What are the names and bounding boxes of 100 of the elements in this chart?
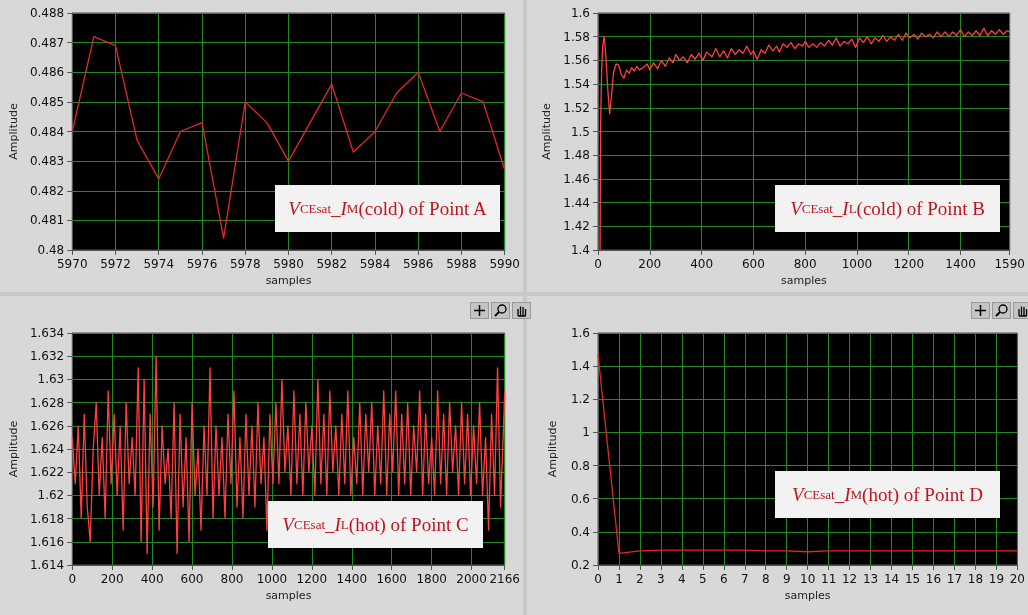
x-tick-label: 1000 xyxy=(256,572,288,586)
y-tick-label: 1.48 xyxy=(563,148,590,163)
y-tick-label: 0.4 xyxy=(570,524,590,539)
x-tick-label: 5976 xyxy=(186,257,218,271)
x-tick-label: 13 xyxy=(862,572,879,586)
x-tick-label: 600 xyxy=(741,257,765,271)
y-tick-label: 0.483 xyxy=(29,154,65,169)
y-tick-label: 0.2 xyxy=(570,558,590,572)
x-tick-label: 600 xyxy=(180,572,204,586)
x-tick-label: 5986 xyxy=(402,257,434,271)
y-tick-label: 1.56 xyxy=(563,53,590,68)
y-axis-title: Amplitude xyxy=(7,103,20,160)
x-tick-label: 18 xyxy=(967,572,984,586)
x-tick-label: 400 xyxy=(690,257,714,271)
x-tick-label: 4 xyxy=(678,572,686,586)
x-tick-label: 0 xyxy=(594,572,602,586)
x-tick-label: 5972 xyxy=(100,257,131,271)
y-tick-label: 1.622 xyxy=(29,465,65,480)
x-tick-label: 400 xyxy=(140,572,164,586)
y-tick-label: 0.487 xyxy=(29,35,65,50)
x-tick-label: 14 xyxy=(883,572,900,586)
y-tick-label: 1 xyxy=(582,425,590,440)
x-tick-label: 800 xyxy=(793,257,817,271)
y-tick-label: 1.5 xyxy=(570,124,590,139)
x-tick-label: 1600 xyxy=(376,572,407,586)
y-tick-label: 1.4 xyxy=(570,243,590,257)
y-tick-label: 1.4 xyxy=(570,359,590,374)
x-tick-label: 0 xyxy=(68,572,77,586)
x-tick-label: 11 xyxy=(821,572,837,586)
y-tick-label: 1.614 xyxy=(29,558,65,572)
x-tick-label: 1400 xyxy=(336,572,368,586)
line-series xyxy=(71,36,506,239)
y-tick-label: 1.6 xyxy=(570,326,590,340)
line-series xyxy=(597,353,1019,555)
x-tick-label: 5970 xyxy=(56,257,88,271)
y-tick-label: 1.54 xyxy=(563,77,590,92)
y-axis-title: Amplitude xyxy=(7,420,20,478)
x-tick-label: 200 xyxy=(638,257,662,271)
x-tick-label: 10 xyxy=(800,572,816,586)
x-tick-label: 7 xyxy=(740,572,749,586)
y-tick-label: 0.6 xyxy=(570,491,590,506)
x-tick-label: 5974 xyxy=(143,257,175,271)
x-tick-label: 800 xyxy=(220,572,244,586)
y-tick-label: 1.618 xyxy=(29,511,65,526)
y-tick-label: 1.2 xyxy=(570,392,590,407)
y-tick-label: 1.46 xyxy=(563,171,590,186)
y-tick-label: 0.485 xyxy=(29,94,65,109)
y-tick-label: 0.484 xyxy=(29,124,65,139)
x-tick-label: 1200 xyxy=(893,257,925,271)
y-tick-label: 1.44 xyxy=(563,195,590,210)
x-tick-label: 5 xyxy=(699,572,707,586)
x-tick-label: 20 xyxy=(1009,572,1026,586)
y-axis-title: Amplitude xyxy=(546,420,559,478)
x-tick-label: 5980 xyxy=(273,257,304,271)
y-tick-label: 1.632 xyxy=(29,349,65,364)
y-tick-label: 1.62 xyxy=(37,488,65,503)
y-tick-label: 1.58 xyxy=(563,29,590,44)
x-axis-title: samples xyxy=(781,273,827,287)
x-axis-title: samples xyxy=(265,273,312,287)
y-tick-label: 0.481 xyxy=(29,213,65,228)
y-tick-label: 1.626 xyxy=(29,418,65,433)
y-tick-label: 0.488 xyxy=(29,6,65,20)
x-tick-label: 1 xyxy=(615,572,623,586)
x-tick-label: 17 xyxy=(946,572,963,586)
x-tick-label: 15 xyxy=(904,572,921,586)
y-tick-label: 0.48 xyxy=(37,243,65,257)
x-tick-label: 200 xyxy=(100,572,124,586)
x-tick-label: 5990 xyxy=(489,257,520,271)
x-tick-label: 6 xyxy=(719,572,728,586)
x-tick-label: 2 xyxy=(636,572,644,586)
y-tick-label: 1.634 xyxy=(29,326,65,340)
x-tick-label: 5982 xyxy=(316,257,348,271)
y-tick-label: 1.52 xyxy=(563,100,590,115)
x-axis-title: samples xyxy=(265,588,312,602)
x-tick-label: 19 xyxy=(988,572,1005,586)
x-tick-label: 1400 xyxy=(945,257,976,271)
y-tick-label: 0.8 xyxy=(570,458,590,473)
y-tick-label: 1.624 xyxy=(29,442,65,456)
x-axis-title: samples xyxy=(784,588,831,602)
x-tick-label: 3 xyxy=(657,572,665,586)
x-tick-label: 1000 xyxy=(841,257,873,271)
x-tick-label: 8 xyxy=(761,572,770,586)
x-tick-label: 0 xyxy=(594,257,602,271)
x-tick-label: 1200 xyxy=(296,572,328,586)
y-tick-label: 1.63 xyxy=(37,372,65,387)
x-tick-label: 2166 xyxy=(489,572,520,586)
x-tick-label: 12 xyxy=(841,572,858,586)
y-tick-label: 0.482 xyxy=(29,183,65,198)
y-tick-label: 0.486 xyxy=(29,65,65,80)
x-tick-label: 16 xyxy=(925,572,942,586)
x-tick-label: 1800 xyxy=(416,572,447,586)
y-tick-label: 1.616 xyxy=(29,534,65,549)
line-series xyxy=(71,355,506,555)
x-tick-label: 9 xyxy=(782,572,791,586)
y-tick-label: 1.628 xyxy=(29,395,65,410)
y-tick-label: 1.6 xyxy=(570,6,590,20)
x-tick-label: 5988 xyxy=(446,257,477,271)
y-tick-label: 1.42 xyxy=(563,219,590,234)
x-tick-label: 5978 xyxy=(229,257,261,271)
x-tick-label: 5984 xyxy=(359,257,391,271)
